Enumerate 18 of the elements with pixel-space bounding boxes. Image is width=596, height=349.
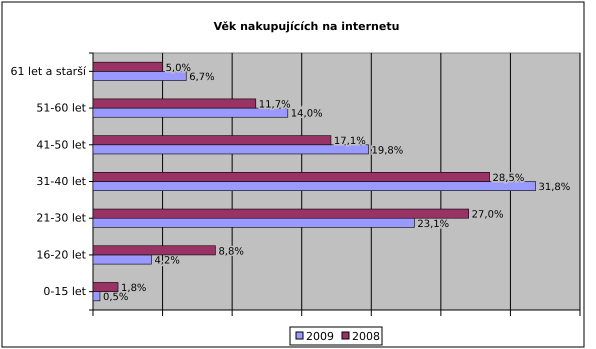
legend-label: 2009 xyxy=(306,330,334,343)
data-label: 17,1% xyxy=(334,136,366,148)
y-tick-label: 61 let a starší xyxy=(10,64,87,78)
data-label: 19,8% xyxy=(372,145,404,156)
y-tick-label: 31-40 let xyxy=(36,175,87,188)
data-label: 27,0% xyxy=(472,210,504,221)
legend-label: 2008 xyxy=(352,330,380,343)
data-label: 5,0% xyxy=(166,62,191,74)
y-tick-label: 21-30 let xyxy=(36,212,87,225)
chart-title: Věk nakupujících na internetu xyxy=(214,20,400,33)
y-tick-label: 41-50 let xyxy=(36,138,87,152)
y-tick-label: 51-60 let xyxy=(36,102,87,115)
data-label: 11,7% xyxy=(258,99,291,110)
y-tick-label: 0-15 let xyxy=(43,285,87,298)
data-label: 31,8% xyxy=(538,182,570,194)
y-tick-label: 16-20 let xyxy=(36,248,87,262)
data-label: 6,7% xyxy=(189,72,215,83)
data-label: 0,5% xyxy=(102,292,128,304)
